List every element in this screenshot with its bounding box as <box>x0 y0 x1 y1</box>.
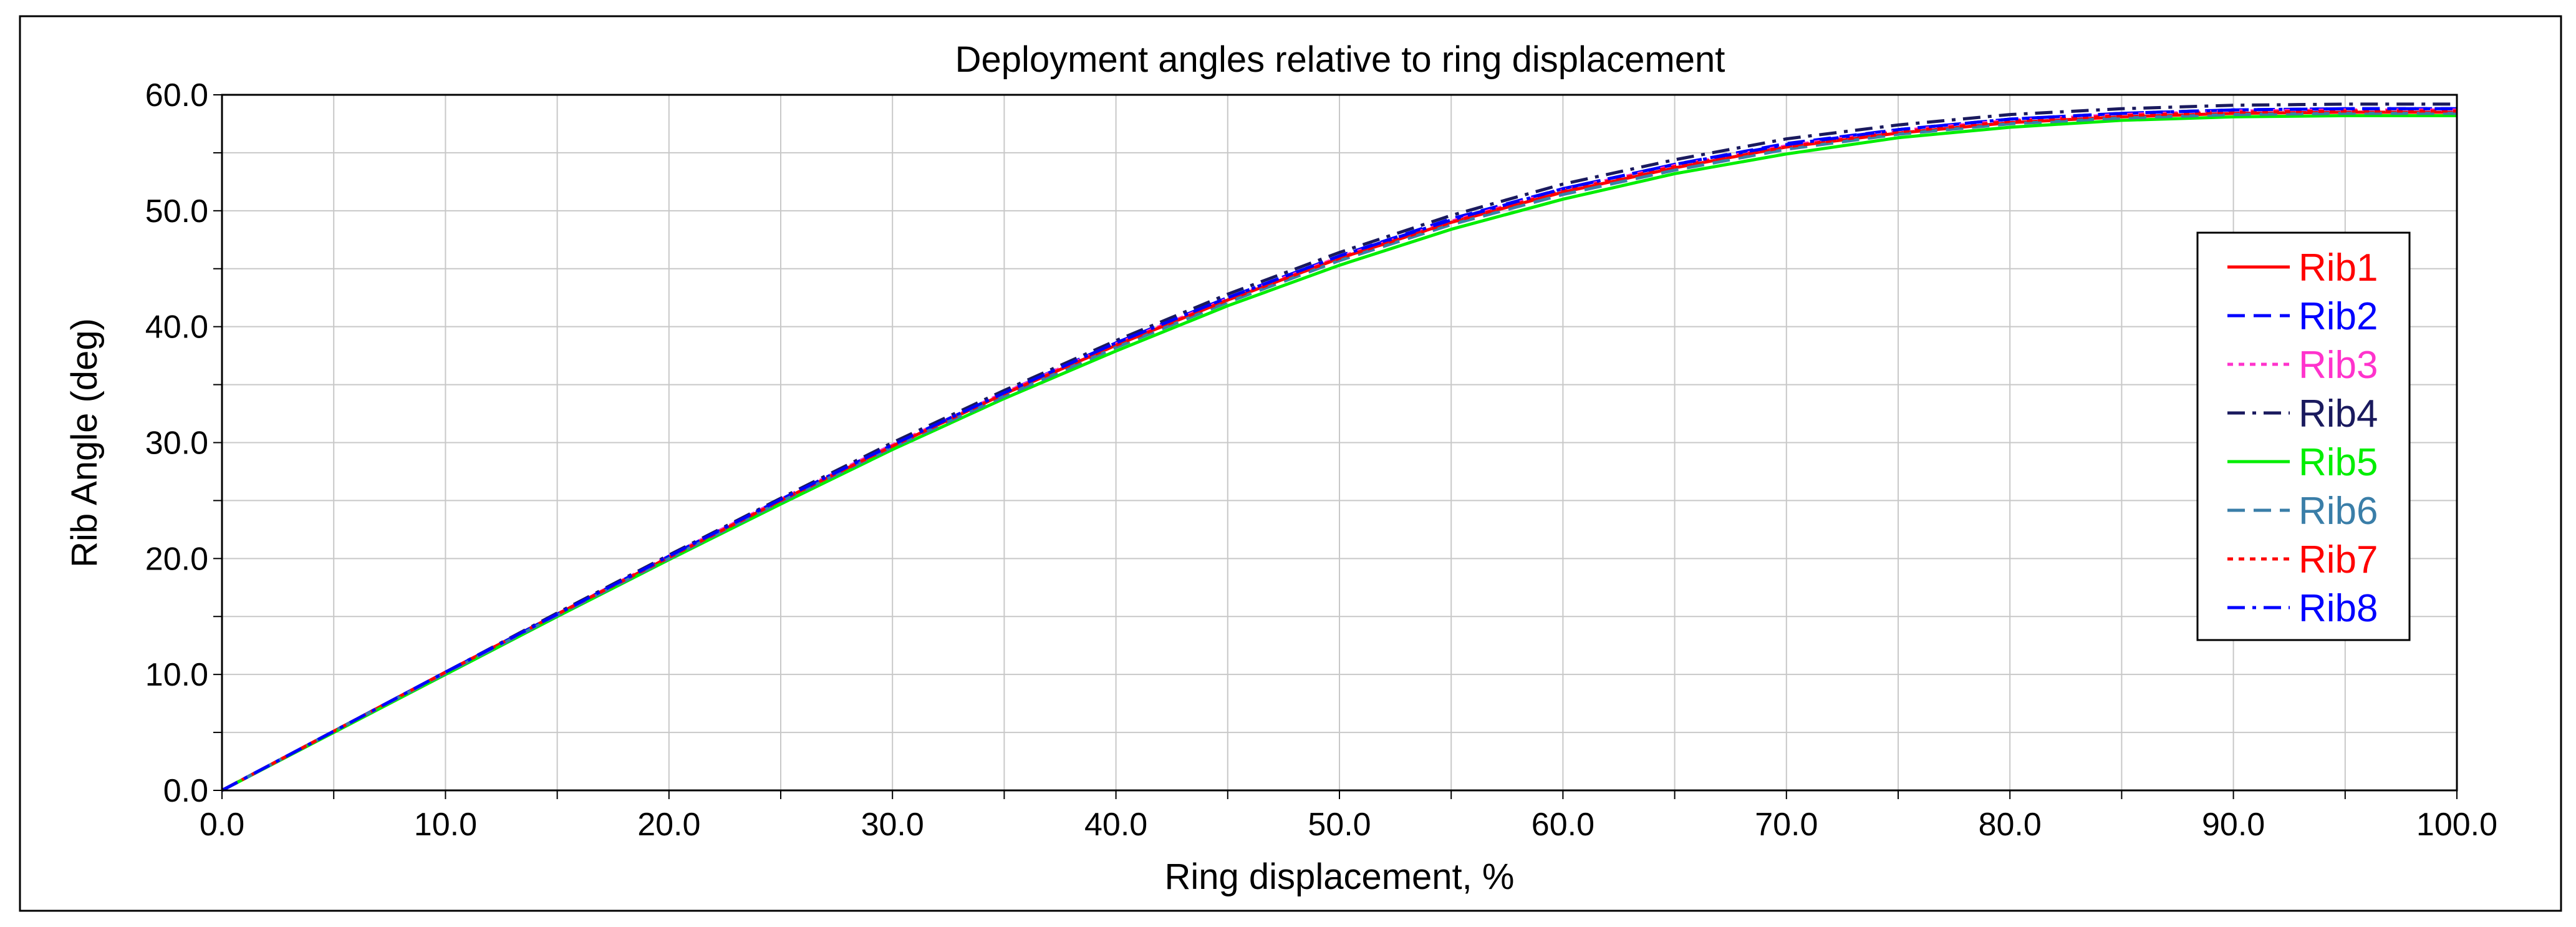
y-tick-label: 60.0 <box>145 77 208 114</box>
x-tick-label: 60.0 <box>1532 807 1594 843</box>
x-tick-label: 100.0 <box>2416 807 2497 843</box>
x-tick-label: 90.0 <box>2202 807 2265 843</box>
y-axis-title: Rib Angle (deg) <box>64 318 105 568</box>
grid <box>221 94 2458 791</box>
x-tick-label: 40.0 <box>1084 807 1147 843</box>
legend-label-rib7: Rib7 <box>2299 538 2378 581</box>
legend-label-rib2: Rib2 <box>2299 295 2378 338</box>
series-line-rib4 <box>221 102 2457 792</box>
legend-label-rib5: Rib5 <box>2299 441 2378 484</box>
x-axis-title: Ring displacement, % <box>1165 857 1515 897</box>
y-tick-label: 20.0 <box>145 541 208 577</box>
y-tick-label: 0.0 <box>163 773 208 809</box>
y-tick-label: 50.0 <box>145 193 208 230</box>
series-line-rib7 <box>221 109 2457 792</box>
x-tick-label: 0.0 <box>200 807 244 843</box>
plot-area-border <box>221 94 2458 792</box>
x-tick-label: 20.0 <box>637 807 700 843</box>
y-tick-label: 40.0 <box>145 309 208 346</box>
legend-label-rib8: Rib8 <box>2299 587 2378 630</box>
x-tick-label: 30.0 <box>861 807 924 843</box>
x-tick-label: 70.0 <box>1755 807 1818 843</box>
legend-box <box>2196 231 2411 641</box>
legend-items: Rib1 Rib2 Rib3 Rib4 Rib5 Rib6 Rib7 Rib8 <box>2227 246 2378 630</box>
minor-ticks <box>213 94 2458 799</box>
x-tick-labels: 0.0 10.0 20.0 30.0 40.0 50.0 60.0 70.0 80.0 90.0 1… <box>200 807 2497 843</box>
legend: Rib1 Rib2 Rib3 Rib4 Rib5 Rib6 Rib7 Rib8 <box>2196 231 2411 641</box>
chart-title: Deployment angles relative to ring displ… <box>955 39 1725 80</box>
legend-label-rib6: Rib6 <box>2299 490 2378 533</box>
series-layer <box>221 102 2457 792</box>
y-tick-label: 10.0 <box>145 657 208 693</box>
legend-label-rib4: Rib4 <box>2299 392 2378 435</box>
x-tick-label: 50.0 <box>1308 807 1371 843</box>
series-line-rib8 <box>221 107 2457 792</box>
legend-label-rib1: Rib1 <box>2299 246 2378 289</box>
legend-label-rib3: Rib3 <box>2299 344 2378 387</box>
x-tick-label: 80.0 <box>1979 807 2042 843</box>
outer-frame <box>19 15 2562 912</box>
x-tick-label: 10.0 <box>414 807 477 843</box>
y-tick-labels: 0.0 10.0 20.0 30.0 40.0 50.0 60.0 <box>145 77 208 809</box>
y-tick-label: 30.0 <box>145 425 208 462</box>
